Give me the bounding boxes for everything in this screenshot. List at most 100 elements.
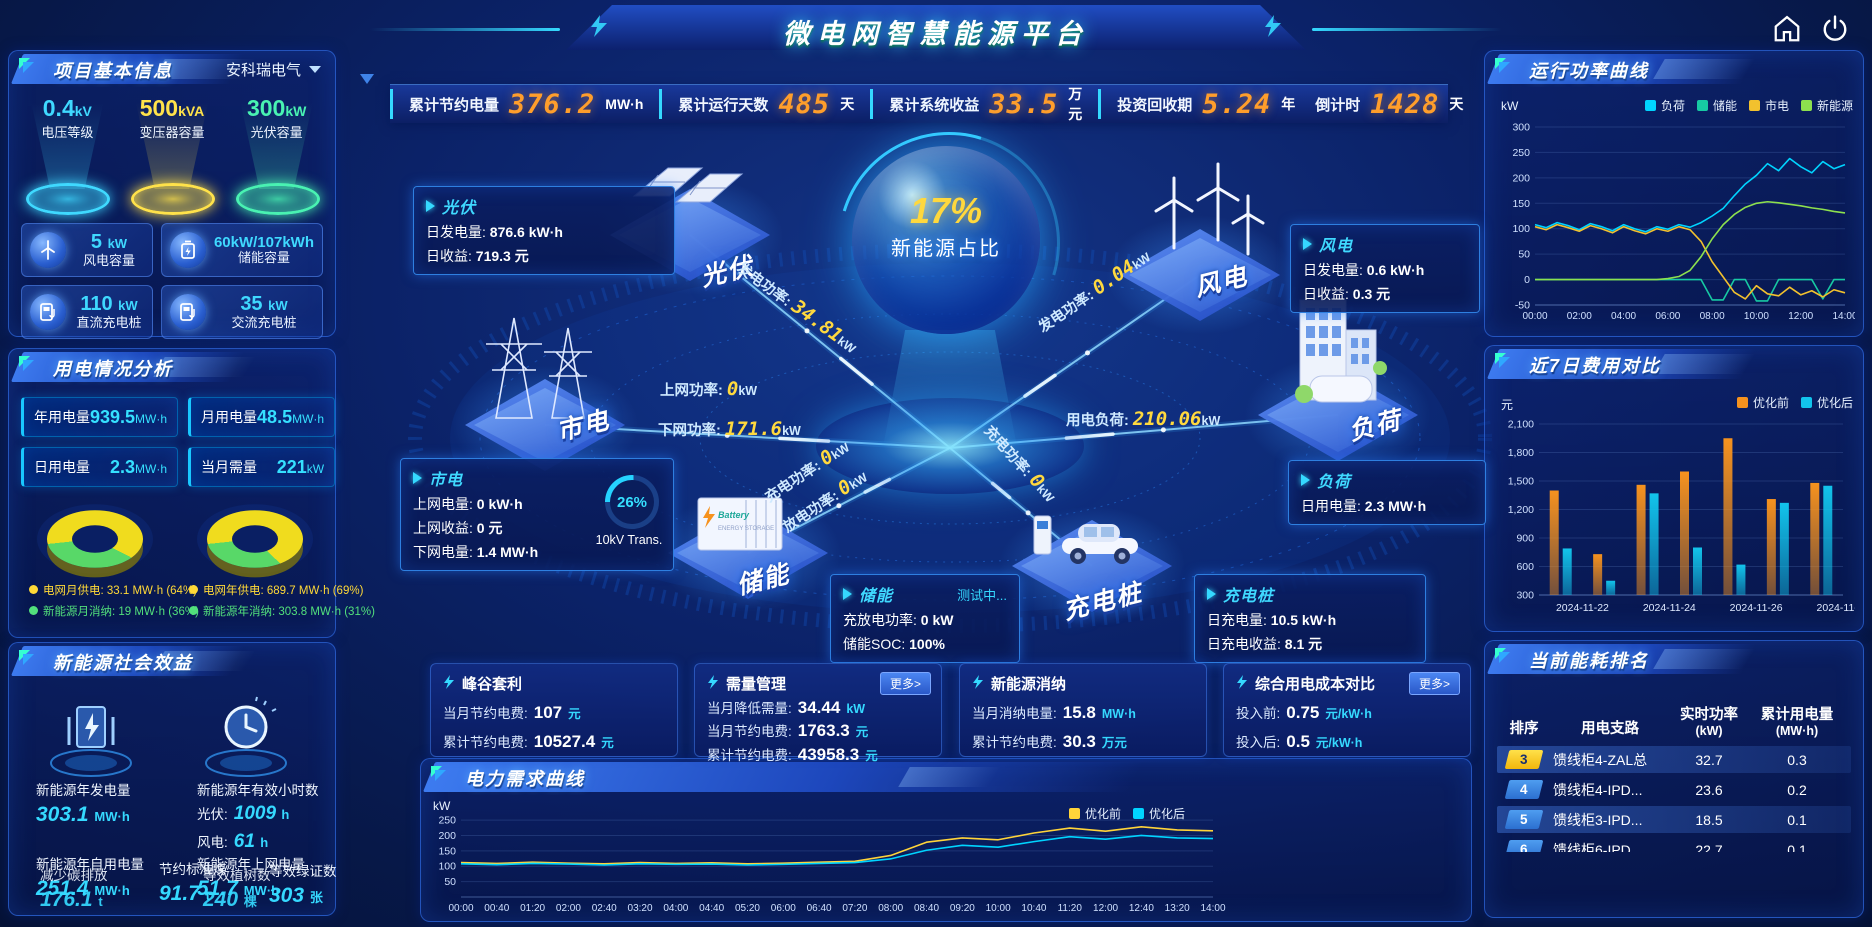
metric-label: 日收益:	[1303, 286, 1353, 302]
card-bolt-icon	[972, 674, 984, 693]
table-row[interactable]: 5 馈线柜3-IPD... 18.5 0.1	[1497, 806, 1851, 833]
svg-text:07:20: 07:20	[842, 903, 867, 914]
social-benefit-item: 新能源年上网电量 51.7 MW·h	[197, 853, 305, 901]
capacity-cones: 0.4kV 电压等级 500kVA 变压器容量 300kW 光伏容量	[15, 95, 329, 217]
svg-text:00:40: 00:40	[484, 903, 509, 914]
legend-label: 优化前	[1752, 396, 1789, 410]
legend-item[interactable]: 负荷	[1644, 97, 1685, 114]
transformer-label: 10kV Trans.	[595, 533, 663, 547]
usage-value: 2.3MW·h	[110, 456, 168, 477]
benefit-value: 51.7	[197, 877, 244, 900]
benefit-unit: MW·h	[94, 883, 130, 898]
legend-item[interactable]: 新能源	[1800, 97, 1853, 114]
legend-item[interactable]: 优化前	[1736, 394, 1789, 411]
usage-label: 月用电量	[201, 409, 258, 425]
usage-value: 48.5MW·h	[257, 406, 325, 427]
legend-item[interactable]: 优化后	[1133, 805, 1185, 822]
legend-label: 优化后	[1816, 396, 1853, 410]
card-title: 负荷	[1317, 474, 1352, 491]
flow-unit: kW	[782, 424, 801, 438]
benefit-value: 91.7	[159, 882, 206, 905]
metric-label: 累计节约电费:	[972, 735, 1057, 750]
metric-unit: kW	[846, 701, 866, 716]
legend-item[interactable]: 优化前	[1069, 805, 1121, 822]
wind-tile	[1106, 215, 1294, 335]
svg-text:250: 250	[1512, 147, 1530, 159]
total-energy: 0.3	[1787, 751, 1807, 768]
social-benefit-item: 新能源年自用电量 251.4 MW·h	[36, 853, 144, 901]
usage-stat-boxes: 年用电量 939.5MW·h 月用电量 48.5MW·h 日用电量 2.3MW·h 当月需量…	[21, 397, 336, 487]
panel-power-curve: 运行功率曲线 kW 负荷 储能 市电 新能源 300 250 200 150 100 50 0 -5…	[1484, 50, 1864, 337]
benefit-value: 303.1	[36, 803, 95, 826]
svg-text:04:00: 04:00	[1611, 311, 1636, 322]
stat-label: 累计系统收益	[889, 96, 980, 114]
stat-label: 投资回收期	[1117, 96, 1193, 114]
capacity-value: 60kW/107kWh	[213, 233, 314, 251]
table-row[interactable]: 4 馈线柜4-IPD... 23.6 0.2	[1497, 776, 1851, 803]
social-benefit-item: 风电: 61 h	[197, 831, 268, 853]
stat-value: 376.2	[509, 88, 596, 120]
capacity-unit: kW	[268, 298, 288, 314]
generation-pedestal-icon	[50, 706, 132, 777]
metric-value: 0.3 元	[1352, 286, 1391, 302]
stat-unit: 年	[1281, 96, 1296, 112]
summary-stat: 倒计时 1428 天	[1311, 89, 1479, 120]
company-dropdown[interactable]: 安科瑞电气	[226, 59, 321, 80]
table-row[interactable]: 6 馈线柜6-IPD... 22.7 0.1	[1497, 836, 1851, 852]
demand-curve-chart[interactable]: 250 200 150 100 50 00:00 00:40 01:20 02:00 02:40 0…	[427, 811, 1227, 917]
card-metric: 日发电量: 876.6 kW·h	[426, 222, 662, 242]
cost-legend: 优化前 优化后	[1736, 394, 1853, 411]
svg-text:14:00: 14:00	[1832, 311, 1855, 322]
svg-text:300: 300	[1516, 590, 1534, 602]
cost-compare-chart[interactable]: 2,100 1,800 1,500 1,200 900 600 300 2024-11-22 2…	[1493, 416, 1855, 621]
capacity-card: 110 kW 直流充电桩	[21, 285, 153, 339]
branch-name: 馈线柜3-IPD...	[1553, 811, 1643, 828]
table-row[interactable]: 3 馈线柜4-ZAL总 32.7 0.3	[1497, 746, 1851, 773]
legend-item[interactable]: 优化后	[1800, 394, 1853, 411]
svg-text:0: 0	[1524, 274, 1530, 286]
svg-text:08:00: 08:00	[1700, 311, 1725, 322]
power-button[interactable]	[1820, 14, 1850, 44]
transformer-load-gauge: 26%	[605, 475, 659, 529]
realtime-power: 32.7	[1695, 751, 1723, 768]
legend-swatch	[1748, 100, 1760, 111]
summary-stat: 累计系统收益 33.5 万元	[870, 86, 1098, 122]
legend-label: 负荷	[1660, 99, 1685, 113]
stat-value: 33.5	[989, 88, 1059, 120]
capacity-card: 5 kW 风电容量	[21, 223, 153, 277]
benefit-unit: 棵	[243, 894, 257, 909]
legend-item[interactable]: 储能	[1696, 97, 1737, 114]
card-title: 储能	[859, 588, 894, 605]
home-button[interactable]	[1772, 14, 1802, 44]
collapse-arrow-icon[interactable]	[360, 74, 374, 84]
donut-block: 电网年供电: 689.7 MW·h (69%) 新能源年消纳: 303.8 MW·…	[175, 501, 375, 622]
more-button[interactable]: 更多>	[879, 672, 931, 695]
metric-label: 投入后:	[1236, 735, 1281, 750]
benefit-label: 新能源年上网电量	[197, 857, 305, 872]
metric-value: 0 元	[476, 520, 503, 536]
donut-ring	[207, 510, 303, 568]
metric-value: 34.44	[797, 697, 841, 717]
card-metric: 日收益: 0.3 元	[1303, 284, 1467, 304]
capacity-unit: kW	[118, 298, 138, 314]
company-name: 安科瑞电气	[225, 62, 301, 79]
metric-label: 累计节约电费:	[443, 735, 528, 750]
svg-text:150: 150	[1512, 198, 1530, 210]
metric-unit: 元/kW·h	[1325, 707, 1372, 721]
metric-value: 107	[533, 703, 563, 722]
title-swoosh-left	[370, 28, 560, 31]
more-button[interactable]: 更多>	[1408, 672, 1460, 695]
legend-item[interactable]: 市电	[1748, 97, 1789, 114]
capacity-value: 110 kW	[80, 293, 138, 316]
metric-value: 0 kW·h	[476, 496, 523, 512]
metric-label: 日充电收益:	[1207, 636, 1285, 652]
svg-text:09:20: 09:20	[950, 903, 975, 914]
card-title: 新能源消纳	[991, 676, 1067, 693]
metric-label: 投入前:	[1236, 706, 1281, 721]
capacity-label: 交流充电桩	[231, 315, 297, 331]
svg-text:1,800: 1,800	[1508, 447, 1534, 459]
realtime-power: 18.5	[1695, 811, 1723, 828]
metric-value: 0.75	[1286, 703, 1320, 722]
